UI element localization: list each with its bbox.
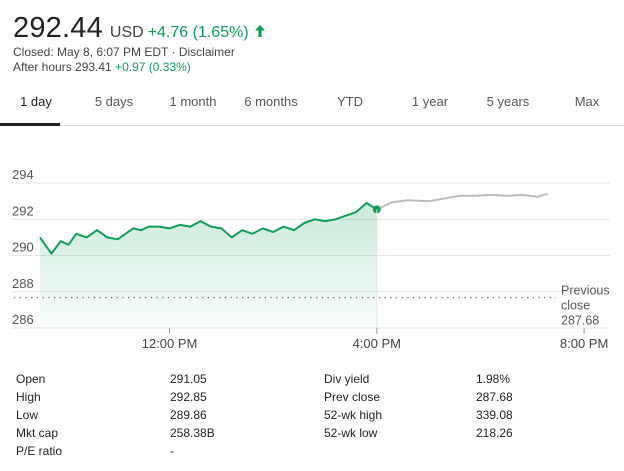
- x-tick-label: 12:00 PM: [142, 336, 198, 350]
- tab-6-months[interactable]: 6 months: [244, 94, 298, 109]
- tab-max[interactable]: Max: [574, 94, 600, 109]
- stat-label: 52-wk high: [324, 408, 383, 422]
- tab-1-year[interactable]: 1 year: [411, 94, 449, 109]
- price-series-line: [39, 202, 378, 255]
- stat-value: 292.85: [170, 390, 207, 404]
- after-hours-series-line: [376, 192, 549, 211]
- previous-close-value: 287.68: [561, 314, 599, 328]
- tab-5-days[interactable]: 5 days: [94, 94, 134, 109]
- arrow-up-icon: [254, 24, 266, 38]
- previous-close-label: close: [561, 299, 590, 313]
- price-area-fill: [40, 203, 377, 328]
- tab-ytd[interactable]: YTD: [337, 94, 363, 109]
- y-tick-label: 294: [12, 167, 34, 182]
- stat-row-high: High 292.85: [16, 390, 316, 407]
- stat-value: 291.05: [170, 372, 207, 386]
- stat-value: 258.38B: [170, 426, 215, 440]
- stat-row-prev-close: Prev close 287.68: [324, 390, 616, 407]
- tab-1-month[interactable]: 1 month: [169, 94, 217, 109]
- tab-5-years[interactable]: 5 years: [486, 94, 530, 109]
- previous-close-label: Previous: [561, 284, 610, 298]
- after-hours-change: +0.97 (0.33%): [115, 60, 191, 74]
- y-tick-label: 286: [12, 312, 34, 327]
- stock-price: 292.44: [13, 12, 103, 44]
- stat-value: -: [170, 444, 174, 458]
- stat-row-52-wk-low: 52-wk low 218.26: [324, 426, 616, 443]
- y-tick-label: 292: [12, 203, 34, 218]
- price-change: +4.76 (1.65%): [147, 24, 249, 41]
- stat-label: Mkt cap: [16, 426, 59, 440]
- stat-label: 52-wk low: [324, 426, 378, 440]
- stat-row-div-yield: Div yield 1.98%: [324, 372, 616, 389]
- stat-label: Open: [16, 372, 46, 386]
- tab-1-day[interactable]: 1 day: [20, 94, 52, 109]
- stat-label: High: [16, 390, 41, 404]
- stat-value: 218.26: [476, 426, 513, 440]
- closed-status: Closed: May 8, 6:07 PM EDT · Disclaimer: [13, 45, 235, 59]
- stat-value: 1.98%: [476, 372, 511, 386]
- quote-header: 292.44 USD +4.76 (1.65%): [13, 12, 266, 46]
- x-tick-label: 4:00 PM: [353, 336, 401, 350]
- stat-value: 339.08: [476, 408, 513, 422]
- stat-row-52-wk-high: 52-wk high 339.08: [324, 408, 616, 425]
- after-hours: After hours 293.41 +0.97 (0.33%): [13, 60, 191, 74]
- y-tick-label: 288: [12, 276, 34, 291]
- stat-row-mkt-cap: Mkt cap 258.38B: [16, 426, 316, 443]
- active-tab-indicator: [0, 123, 60, 126]
- stat-row-pe-ratio: P/E ratio -: [16, 444, 316, 461]
- x-tick-label: 8:00 PM: [560, 336, 608, 350]
- stat-row-low: Low 289.86: [16, 408, 316, 425]
- stat-value: 287.68: [476, 390, 513, 404]
- stat-row-open: Open 291.05: [16, 372, 316, 389]
- after-hours-label: After hours 293.41: [13, 60, 112, 74]
- range-tabs: 1 day 5 days 1 month 6 months YTD 1 year…: [0, 88, 624, 126]
- currency-label: USD: [109, 24, 144, 41]
- price-chart[interactable]: 294 292 290 288 286 12:00 PM 4:00 PM 8:00 PM Pre…: [0, 150, 624, 350]
- stat-label: Div yield: [324, 372, 370, 386]
- stat-label: P/E ratio: [16, 444, 63, 458]
- stat-value: 289.86: [170, 408, 207, 422]
- stat-label: Low: [16, 408, 39, 422]
- stat-label: Prev close: [324, 390, 381, 404]
- y-tick-label: 290: [12, 240, 34, 255]
